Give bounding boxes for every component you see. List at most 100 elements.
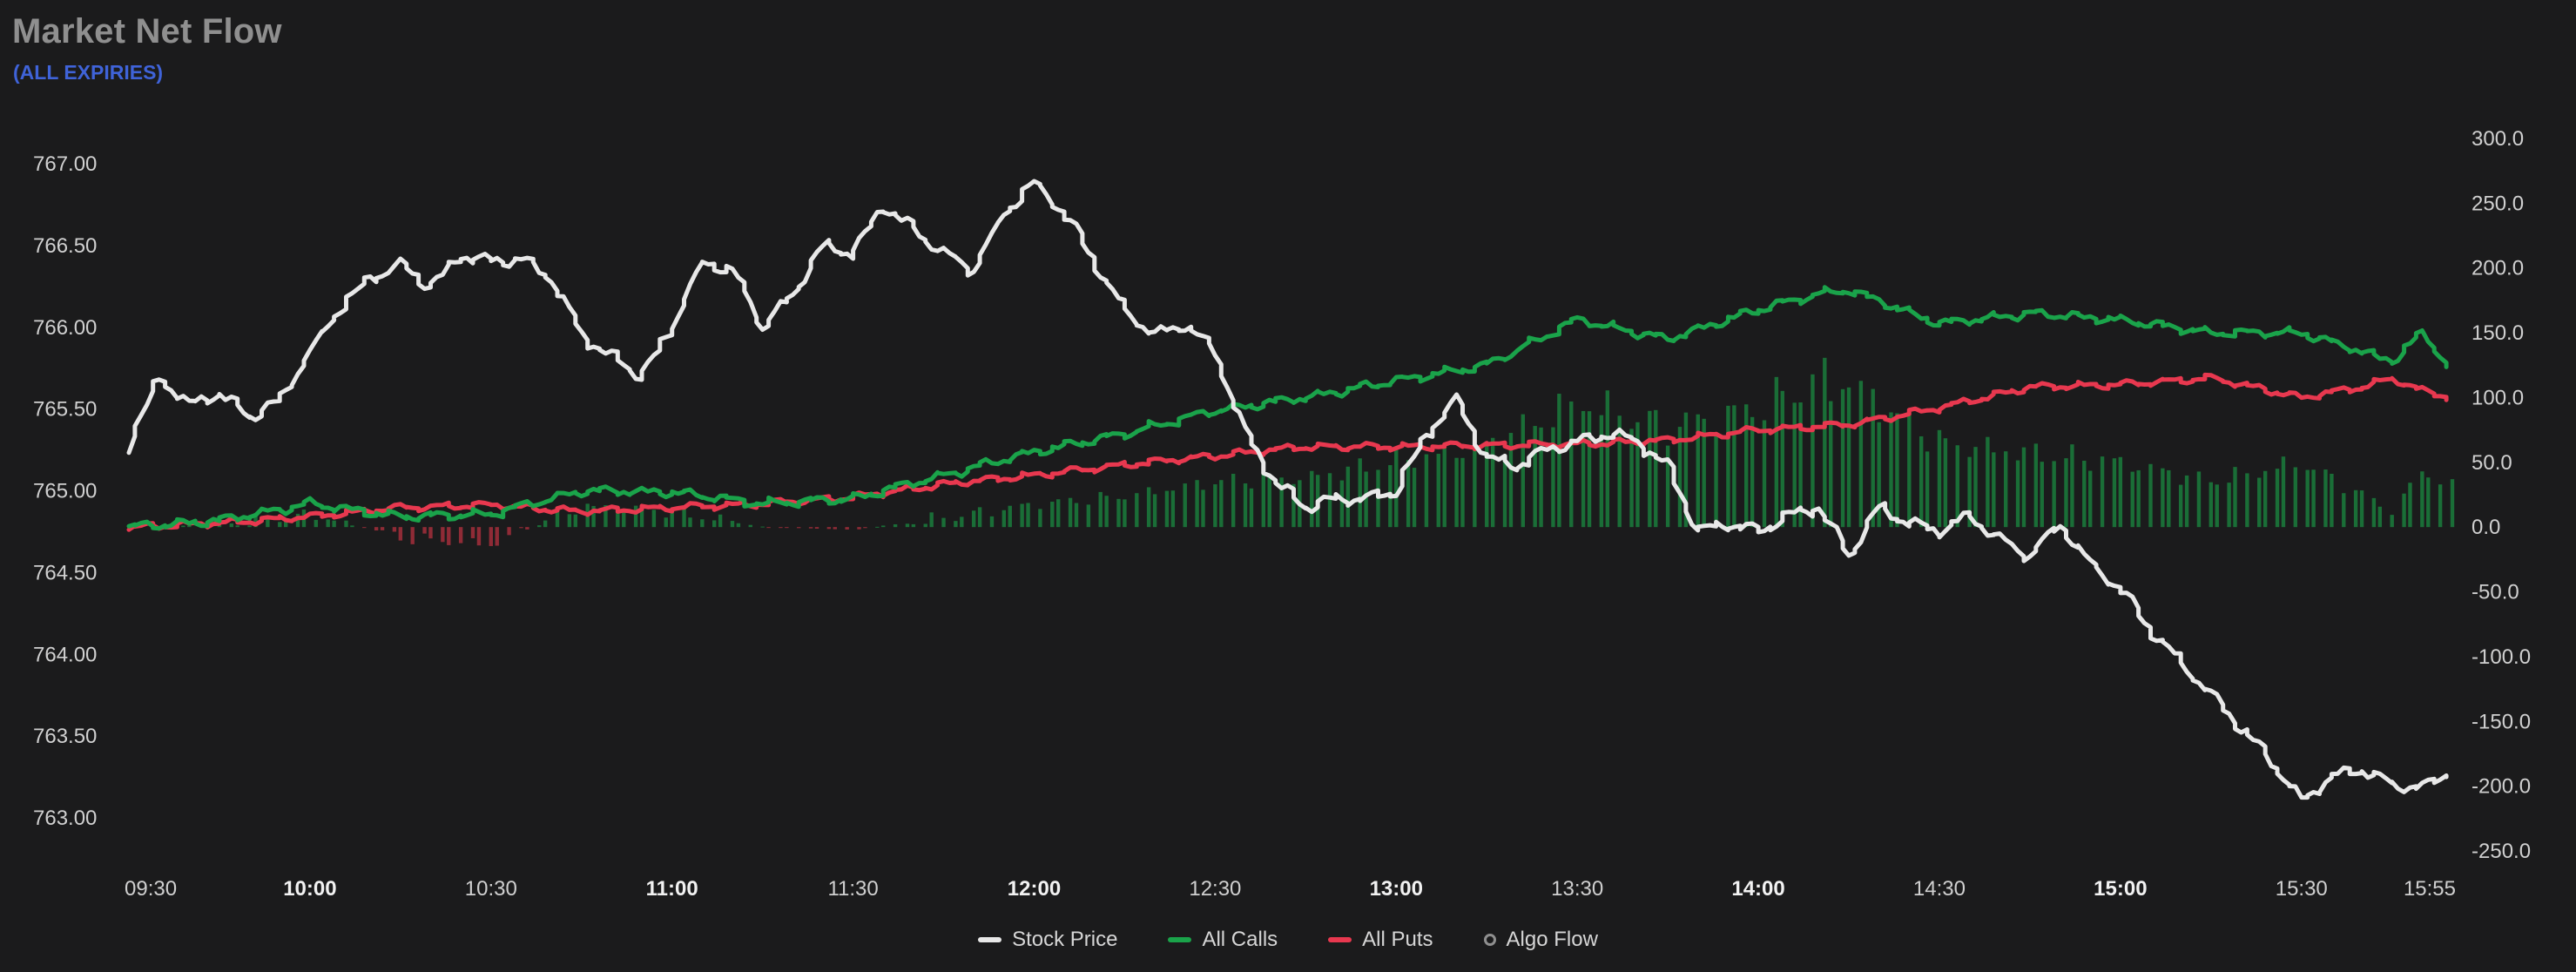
- net-flow-bar: [441, 527, 445, 543]
- net-flow-bar: [1339, 480, 1345, 528]
- net-flow-bar: [1871, 388, 1875, 528]
- net-flow-bar: [1744, 404, 1749, 528]
- stock-price-swatch: [978, 937, 1002, 942]
- left-price-axis: 767.00 766.50 766.00 765.50 765.00 764.50 764.…: [33, 152, 97, 830]
- net-flow-bar: [1877, 422, 1881, 528]
- legend-algo-flow[interactable]: Algo Flow: [1483, 928, 1598, 952]
- net-flow-bar: [489, 527, 493, 546]
- net-flow-bar: [2426, 477, 2431, 528]
- net-flow-bar: [573, 514, 578, 528]
- net-flow-bar: [2208, 482, 2214, 528]
- net-flow-bar: [1774, 376, 1779, 528]
- net-flow-bar: [1442, 444, 1446, 528]
- net-flow-bar: [555, 511, 560, 528]
- net-flow-bar: [181, 525, 185, 528]
- net-flow-bar: [1213, 484, 1217, 528]
- net-flow-bar: [1635, 422, 1640, 528]
- net-flow-bar: [314, 519, 319, 528]
- net-flow-bar: [1648, 410, 1652, 528]
- right-axis-tick-label: -150.0: [2471, 710, 2531, 733]
- net-flow-bar: [2353, 489, 2358, 528]
- net-flow-bar: [2015, 460, 2020, 528]
- net-flow-bar: [1792, 402, 1797, 528]
- net-flow-bar: [1485, 441, 1489, 528]
- right-flow-axis: 300.0 250.0 200.0 150.0 100.0 50.0 0.0 -50.0 -10…: [2471, 127, 2531, 863]
- chart-subtitle: (ALL EXPIRIES): [13, 61, 164, 84]
- net-flow-bar: [1732, 405, 1736, 528]
- legend-all-calls[interactable]: All Calls: [1168, 928, 1278, 952]
- net-flow-bar: [332, 520, 336, 528]
- net-flow-bar: [1846, 387, 1851, 528]
- net-flow-bar: [857, 527, 861, 530]
- x-axis-tick-label: 12:30: [1189, 877, 1241, 901]
- left-axis-tick-label: 763.00: [33, 807, 97, 830]
- net-flow-bar: [422, 527, 427, 534]
- net-flow-bar: [1683, 412, 1689, 528]
- net-flow-bar: [1008, 505, 1012, 528]
- net-flow-bar: [2088, 470, 2093, 528]
- net-flow-bar: [2262, 470, 2268, 528]
- net-flow-bar: [1750, 416, 1755, 528]
- right-axis-tick-label: -50.0: [2471, 581, 2519, 604]
- net-flow-bar: [1539, 427, 1543, 528]
- net-flow-bar: [881, 525, 886, 528]
- net-flow-bar: [779, 527, 783, 529]
- net-flow-bar: [1001, 510, 1007, 528]
- net-flow-bar: [785, 527, 789, 529]
- net-flow-bar: [1201, 489, 1205, 528]
- net-flow-bar: [808, 527, 813, 529]
- net-flow-bar: [2245, 473, 2249, 528]
- net-flow-bar: [1557, 394, 1561, 528]
- net-flow-bar: [1406, 460, 1411, 528]
- right-axis-tick-label: 200.0: [2471, 257, 2524, 280]
- net-flow-bar: [960, 516, 964, 528]
- legend-stock-price[interactable]: Stock Price: [978, 928, 1117, 952]
- left-axis-tick-label: 766.50: [33, 234, 97, 258]
- net-flow-bar: [398, 527, 403, 541]
- legend-all-puts[interactable]: All Puts: [1328, 928, 1433, 952]
- net-flow-bar: [682, 507, 686, 528]
- net-flow-bar: [295, 513, 300, 528]
- net-flow-bar: [1056, 499, 1061, 528]
- net-flow-bar: [1569, 401, 1574, 528]
- net-flow-bar: [2196, 471, 2202, 528]
- net-flow-bar: [1587, 411, 1592, 528]
- net-flow-bar: [616, 511, 620, 528]
- net-flow-bar: [748, 524, 752, 528]
- net-flow-bar: [1104, 496, 1109, 528]
- net-flow-bar: [2215, 484, 2219, 528]
- all-calls-swatch: [1168, 937, 1192, 942]
- net-flow-bar: [1243, 483, 1248, 528]
- net-flow-bar: [1068, 497, 1073, 528]
- net-flow-bar: [1364, 471, 1368, 528]
- chart-title: Market Net Flow: [12, 12, 282, 51]
- x-axis-tick-label: 15:30: [2276, 877, 2328, 901]
- net-flow-bar: [622, 511, 626, 528]
- left-axis-tick-label: 764.00: [33, 643, 97, 666]
- net-flow-bar: [2100, 456, 2105, 528]
- net-flow-bar: [845, 527, 849, 530]
- net-flow-bar: [253, 512, 258, 528]
- net-flow-bar: [2112, 458, 2117, 528]
- net-flow-bar: [392, 527, 397, 532]
- net-flow-bar: [1473, 444, 1477, 528]
- net-flow-bar: [1074, 503, 1079, 528]
- net-flow-bar: [1992, 452, 1996, 528]
- net-flow-bar: [604, 505, 608, 528]
- net-flow-bar: [664, 517, 668, 528]
- net-flow-bar: [2323, 469, 2328, 528]
- net-flow-bar: [1267, 476, 1271, 528]
- net-flow-bar: [1937, 429, 1942, 528]
- net-flow-bar: [2390, 515, 2394, 528]
- x-axis-tick-label: 13:00: [1370, 877, 1423, 901]
- net-flow-bar: [863, 527, 867, 529]
- net-flow-bar: [2161, 468, 2165, 528]
- net-flow-bar: [217, 524, 222, 528]
- net-flow-bar: [537, 525, 542, 528]
- net-flow-bar: [278, 522, 282, 528]
- legend-label: All Calls: [1202, 928, 1278, 951]
- net-flow-bar: [2281, 456, 2286, 528]
- net-flow-bar: [2082, 460, 2087, 528]
- net-flow-bar: [1310, 470, 1314, 528]
